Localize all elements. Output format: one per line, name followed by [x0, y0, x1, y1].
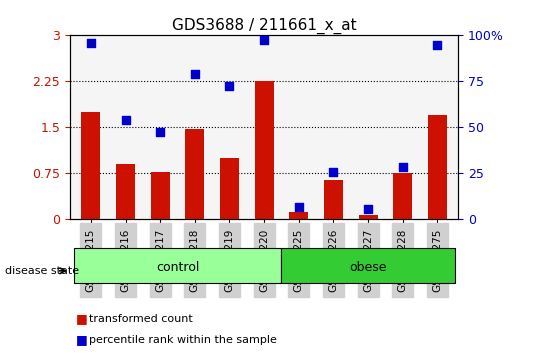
Text: disease state: disease state: [5, 266, 80, 276]
Text: control: control: [156, 261, 199, 274]
Bar: [393, 173, 412, 219]
Text: ■: ■: [75, 312, 87, 325]
Bar: [358, 215, 378, 219]
Bar: [220, 158, 239, 219]
Text: obese: obese: [349, 261, 387, 274]
Bar: [185, 129, 204, 219]
Point: [364, 206, 372, 212]
Point: [87, 40, 95, 46]
Text: ■: ■: [75, 333, 87, 346]
Point: [156, 129, 164, 135]
Point: [260, 37, 268, 42]
Point: [121, 117, 130, 123]
FancyBboxPatch shape: [281, 248, 455, 283]
Bar: [324, 179, 343, 219]
Bar: [289, 212, 308, 219]
Point: [433, 42, 441, 47]
Bar: [116, 164, 135, 219]
Point: [329, 170, 338, 175]
Text: transformed count: transformed count: [89, 314, 192, 324]
Point: [225, 83, 234, 88]
Text: percentile rank within the sample: percentile rank within the sample: [89, 335, 277, 345]
Bar: [150, 172, 170, 219]
Point: [398, 165, 407, 170]
Bar: [254, 81, 274, 219]
Bar: [428, 115, 447, 219]
Point: [294, 204, 303, 210]
FancyBboxPatch shape: [73, 248, 281, 283]
Text: GDS3688 / 211661_x_at: GDS3688 / 211661_x_at: [172, 18, 356, 34]
Bar: [81, 112, 100, 219]
Point: [190, 71, 199, 77]
